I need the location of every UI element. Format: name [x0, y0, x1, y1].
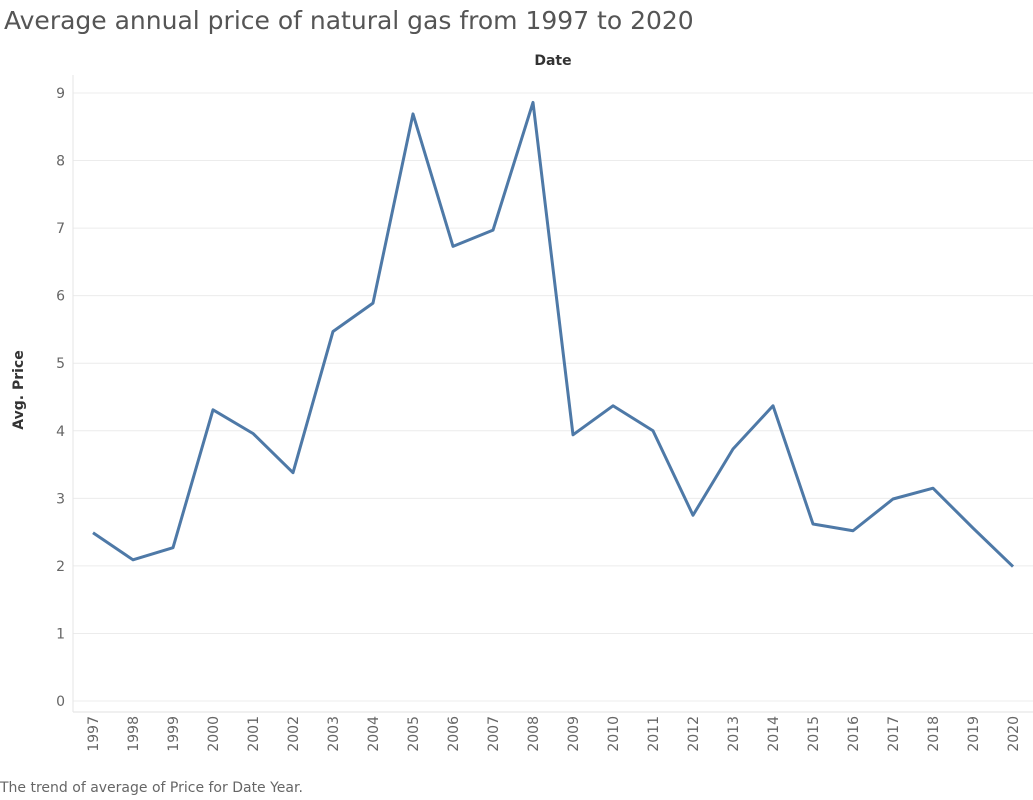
data-point[interactable]: [169, 544, 177, 552]
x-tick-label: 2014: [766, 716, 782, 752]
x-tick-label: 2010: [606, 716, 622, 752]
x-tick-label: 2009: [566, 716, 582, 752]
x-tick-label: 2000: [206, 716, 222, 752]
x-tick-label: 2007: [486, 716, 502, 752]
x-tick-label: 1997: [86, 716, 102, 752]
x-tick-label: 2005: [406, 716, 422, 752]
data-point[interactable]: [769, 402, 777, 410]
grid-lines: [73, 92, 1033, 702]
series-group: [89, 98, 1017, 571]
y-tick-label: 9: [56, 86, 65, 102]
x-tick-label: 2003: [326, 716, 342, 752]
x-tick-label: 2013: [726, 716, 742, 752]
data-point[interactable]: [289, 469, 297, 477]
data-point[interactable]: [729, 445, 737, 453]
data-point[interactable]: [529, 98, 537, 106]
x-tick-label: 2017: [886, 716, 902, 752]
y-tick-label: 3: [56, 491, 65, 507]
data-point[interactable]: [409, 110, 417, 118]
x-tick-label: 2004: [366, 716, 382, 752]
x-tick-label: 2016: [846, 716, 862, 752]
x-tick-label: 2018: [926, 716, 942, 752]
x-tick-label: 1998: [126, 716, 142, 752]
data-point[interactable]: [689, 511, 697, 519]
chart-title: Average annual price of natural gas from…: [4, 6, 694, 35]
chart-caption: The trend of average of Price for Date Y…: [0, 780, 303, 796]
data-point[interactable]: [569, 431, 577, 439]
x-tick-labels: 1997 1998 1999 2000 2001 2002 2003 2004 2005 2006…: [86, 716, 1022, 752]
y-tick-label: 6: [56, 289, 65, 305]
data-point[interactable]: [889, 495, 897, 503]
y-tick-labels: 0 1 2 3 4 5 6 7 8 9: [56, 86, 65, 710]
data-point[interactable]: [209, 406, 217, 414]
series-line[interactable]: [92, 100, 1015, 568]
x-tick-label: 1999: [166, 716, 182, 752]
y-tick-label: 5: [56, 356, 65, 372]
x-tick-label: 2002: [286, 716, 302, 752]
y-tick-label: 2: [56, 559, 65, 575]
data-point[interactable]: [1009, 563, 1017, 571]
y-tick-label: 1: [56, 626, 65, 642]
data-point[interactable]: [929, 484, 937, 492]
data-point[interactable]: [369, 299, 377, 307]
y-tick-label: 7: [56, 221, 65, 237]
data-point[interactable]: [489, 226, 497, 234]
x-axis-title: Date: [534, 53, 571, 69]
data-point[interactable]: [969, 524, 977, 532]
data-point[interactable]: [129, 556, 137, 564]
x-tick-label: 2012: [686, 716, 702, 752]
data-point[interactable]: [649, 427, 657, 435]
x-tick-label: 2006: [446, 716, 462, 752]
x-tick-label: 2015: [806, 716, 822, 752]
y-tick-label: 0: [56, 694, 65, 710]
data-point[interactable]: [809, 520, 817, 528]
data-point[interactable]: [89, 529, 97, 537]
data-point[interactable]: [609, 402, 617, 410]
data-point[interactable]: [849, 527, 857, 535]
x-tick-label: 2020: [1006, 716, 1022, 752]
data-point[interactable]: [449, 242, 457, 250]
x-tick-label: 2001: [246, 716, 262, 752]
y-axis-title: Avg. Price: [11, 350, 27, 429]
data-point[interactable]: [329, 327, 337, 335]
y-tick-label: 4: [56, 424, 65, 440]
data-point[interactable]: [249, 429, 257, 437]
x-tick-label: 2011: [646, 716, 662, 752]
y-tick-label: 8: [56, 154, 65, 170]
x-tick-label: 2019: [966, 716, 982, 752]
x-tick-label: 2008: [526, 716, 542, 752]
